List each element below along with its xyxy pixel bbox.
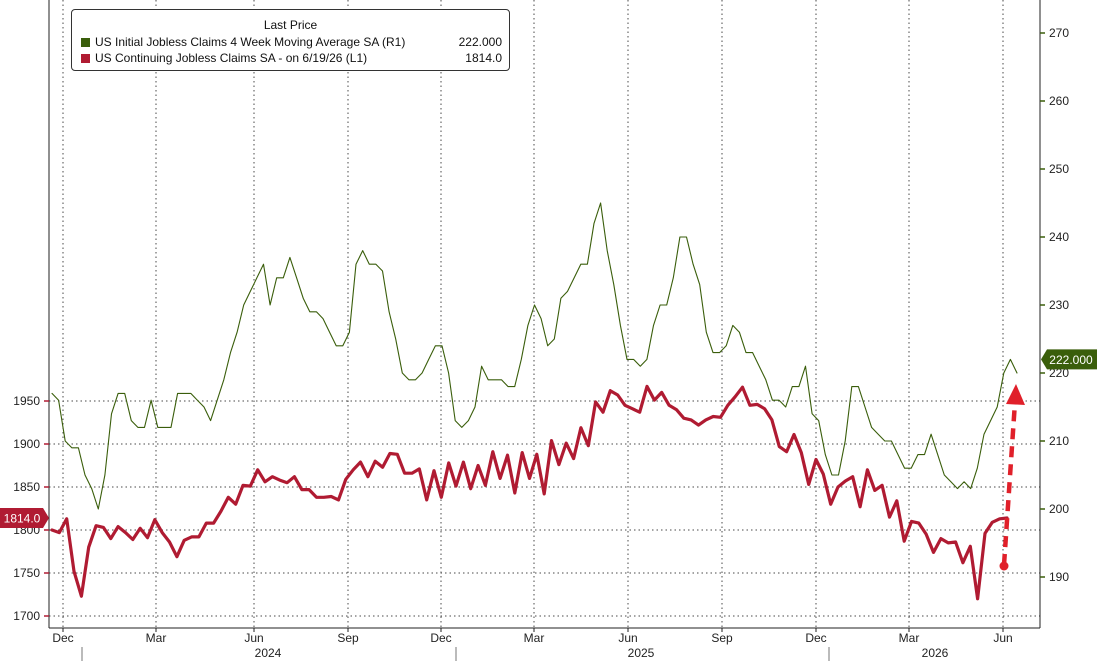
- legend-label-continuing-claims: US Continuing Jobless Claims SA - on 6/1…: [95, 51, 368, 65]
- x-tick-label: Sep: [337, 631, 359, 645]
- last-value-badges: 1814.0 222.000: [0, 349, 1097, 528]
- right-tick-label: 270: [1049, 26, 1069, 40]
- x-tick-label: Jun: [618, 631, 637, 645]
- legend-entry-continuing-claims: US Continuing Jobless Claims SA - on 6/1…: [81, 51, 502, 66]
- right-axis-ticks: 190 200 210 220 230 240 250 260 270: [1040, 26, 1069, 584]
- left-last-value-badge: 1814.0: [0, 507, 49, 528]
- x-year-label: 2024: [255, 646, 282, 660]
- legend-entry-initial-claims: US Initial Jobless Claims 4 Week Moving …: [81, 35, 502, 50]
- x-tick-label: Dec: [805, 631, 826, 645]
- x-tick-label: Dec: [52, 631, 73, 645]
- right-tick-label: 210: [1049, 434, 1069, 448]
- axes: [48, 0, 1041, 629]
- x-tick-label: Dec: [430, 631, 451, 645]
- right-tick-label: 250: [1049, 162, 1069, 176]
- gridlines: [49, 0, 1040, 628]
- left-tick-label: 1850: [13, 480, 40, 494]
- legend-value-continuing-claims: 1814.0: [465, 51, 502, 65]
- x-tick-label: Sep: [711, 631, 733, 645]
- annotation-arrow: [999, 384, 1025, 571]
- x-year-label: 2025: [628, 646, 655, 660]
- series-line: [51, 202, 1018, 510]
- arrow-shaft: [1001, 401, 1018, 566]
- series-line: [50, 384, 1009, 601]
- x-tick-label: Mar: [524, 631, 545, 645]
- legend-value-initial-claims: 222.000: [458, 35, 502, 49]
- legend-title: Last Price: [263, 18, 318, 32]
- left-tick-label: 1700: [13, 609, 40, 623]
- x-year-label: 2026: [922, 646, 949, 660]
- left-tick-label: 1950: [13, 394, 40, 408]
- left-badge-shape: [0, 507, 49, 528]
- left-badge-value: 1814.0: [4, 511, 41, 525]
- x-tick-label: Mar: [146, 631, 167, 645]
- arrow-head: [1006, 384, 1025, 405]
- right-badge-shape: [1041, 349, 1097, 370]
- right-tick-label: 260: [1049, 94, 1069, 108]
- legend-swatch-initial-claims: [81, 38, 90, 47]
- right-last-value-badge: 222.000: [1041, 349, 1097, 370]
- right-tick-label: 240: [1049, 230, 1069, 244]
- right-tick-label: 190: [1049, 570, 1069, 584]
- right-badge-value: 222.000: [1049, 353, 1093, 367]
- x-tick-label: Mar: [899, 631, 920, 645]
- legend-label-initial-claims: US Initial Jobless Claims 4 Week Moving …: [95, 35, 406, 49]
- left-tick-label: 1750: [13, 566, 40, 580]
- right-tick-label: 220: [1049, 366, 1069, 380]
- arrow-start-dot: [999, 561, 1009, 571]
- x-tick-label: Jun: [993, 631, 1012, 645]
- legend: Last Price US Initial Jobless Claims 4 W…: [71, 9, 510, 71]
- series-lines: [50, 202, 1018, 601]
- x-tick-label: Jun: [244, 631, 263, 645]
- legend-swatch-continuing-claims: [81, 54, 90, 63]
- right-tick-label: 200: [1049, 502, 1069, 516]
- left-tick-label: 1900: [13, 437, 40, 451]
- right-tick-label: 230: [1049, 298, 1069, 312]
